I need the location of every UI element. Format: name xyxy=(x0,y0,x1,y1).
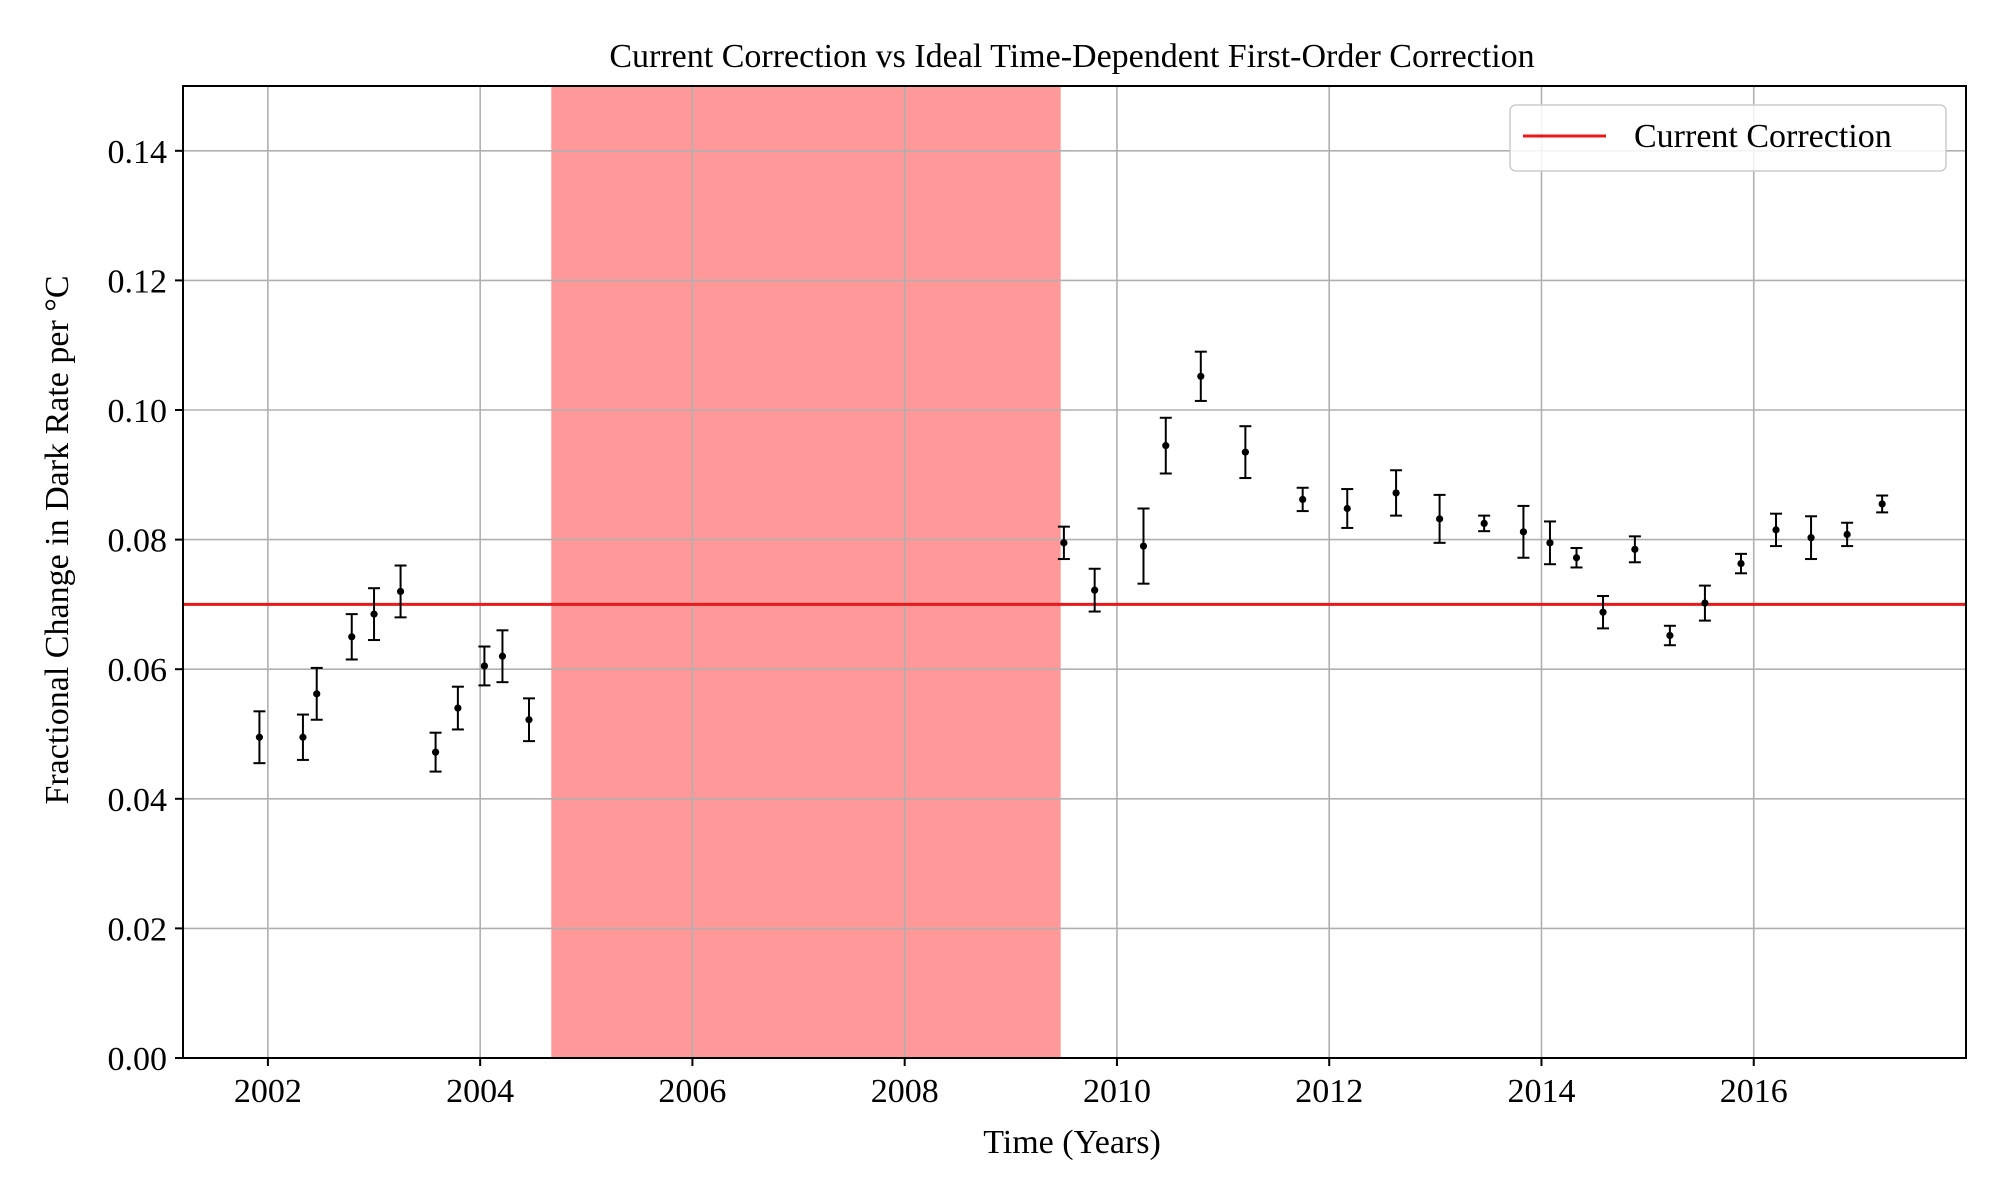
data-point xyxy=(1663,624,1676,647)
data-point xyxy=(1543,520,1556,566)
y-tick-label: 0.12 xyxy=(108,263,168,300)
data-point xyxy=(310,666,323,721)
point-marker xyxy=(1807,534,1815,542)
shaded-region-layer xyxy=(551,86,1061,1058)
point-marker xyxy=(1343,504,1351,513)
x-axis-label: Time (Years) xyxy=(983,1124,1161,1161)
y-tick-label: 0.00 xyxy=(108,1041,168,1078)
point-marker xyxy=(1843,530,1851,539)
data-point xyxy=(1597,594,1610,630)
data-point xyxy=(253,710,266,765)
data-point xyxy=(1057,525,1070,561)
point-marker xyxy=(348,633,356,641)
point-marker xyxy=(1162,442,1170,450)
point-marker xyxy=(1701,599,1709,607)
y-tick-label: 0.14 xyxy=(108,134,168,171)
point-marker xyxy=(525,716,533,724)
data-point xyxy=(345,613,358,661)
point-marker xyxy=(1546,539,1554,547)
y-tick-label: 0.10 xyxy=(108,393,168,430)
point-marker xyxy=(1599,608,1607,616)
point-marker xyxy=(396,587,405,596)
x-tick-label: 2012 xyxy=(1295,1073,1363,1110)
x-tick-label: 2006 xyxy=(658,1073,726,1110)
data-point xyxy=(522,697,535,743)
data-point xyxy=(1194,350,1207,402)
x-tick-label: 2014 xyxy=(1507,1073,1575,1110)
point-marker xyxy=(1572,554,1581,562)
x-tick-label: 2008 xyxy=(871,1073,939,1110)
point-marker xyxy=(454,704,462,712)
point-marker xyxy=(1241,448,1249,456)
point-marker xyxy=(1519,528,1528,536)
data-point xyxy=(1159,416,1172,475)
x-tick-label: 2002 xyxy=(234,1073,302,1110)
point-marker xyxy=(1392,489,1400,497)
data-point xyxy=(1517,504,1530,559)
point-marker xyxy=(480,662,489,670)
point-marker xyxy=(1772,526,1780,534)
legend-label-current-correction: Current Correction xyxy=(1634,118,1892,155)
data-point xyxy=(496,629,509,684)
data-point xyxy=(1628,535,1641,564)
point-marker xyxy=(313,690,321,698)
data-point xyxy=(1698,584,1711,622)
point-marker xyxy=(1666,631,1674,640)
point-marker xyxy=(1435,515,1444,523)
data-point xyxy=(1341,488,1354,529)
data-point xyxy=(1770,512,1783,548)
point-marker xyxy=(299,733,307,741)
point-marker xyxy=(1139,542,1148,550)
shaded-region xyxy=(551,86,1061,1058)
data-point xyxy=(1478,514,1491,533)
point-marker xyxy=(1480,519,1488,528)
data-point xyxy=(1390,469,1403,517)
y-axis-label: Fractional Change in Dark Rate per °C xyxy=(39,275,76,804)
data-point xyxy=(1876,494,1889,514)
point-marker xyxy=(1737,559,1745,568)
y-tick-label: 0.06 xyxy=(108,652,168,689)
data-point xyxy=(429,731,442,773)
data-point xyxy=(368,587,381,642)
data-point xyxy=(1239,425,1252,480)
point-marker xyxy=(1631,545,1639,553)
point-marker xyxy=(1091,586,1099,594)
data-point xyxy=(1088,567,1101,613)
y-tick-label: 0.04 xyxy=(108,782,168,819)
x-tick-label: 2016 xyxy=(1720,1073,1788,1110)
data-point xyxy=(1433,493,1446,544)
x-tick-label: 2010 xyxy=(1083,1073,1151,1110)
y-tick-label: 0.08 xyxy=(108,523,168,560)
legend: Current Correction xyxy=(1509,104,1947,172)
point-marker xyxy=(255,733,264,741)
data-point xyxy=(1805,515,1818,561)
point-marker xyxy=(1299,495,1307,504)
data-point xyxy=(451,685,464,731)
data-point xyxy=(1137,507,1150,585)
data-point xyxy=(296,713,309,761)
point-marker xyxy=(1197,372,1205,380)
plot-frame xyxy=(182,85,1967,1059)
data-point xyxy=(478,645,491,687)
x-tick-label: 2004 xyxy=(446,1073,514,1110)
data-point xyxy=(1735,552,1748,575)
chart-title: Current Correction vs Ideal Time-Depende… xyxy=(609,38,1534,75)
legend-box xyxy=(1509,104,1947,172)
data-point xyxy=(394,564,407,619)
data-point xyxy=(1570,547,1583,569)
point-marker xyxy=(498,652,507,660)
data-point xyxy=(1296,486,1309,513)
tick-labels-layer: 2002 2004 2006 2008 2010 2012 2014 2016 0.00 0.02… xyxy=(108,134,1788,1110)
y-tick-label: 0.02 xyxy=(108,911,168,948)
point-marker xyxy=(1878,500,1886,508)
point-marker xyxy=(370,610,378,618)
data-point xyxy=(1841,521,1854,548)
point-marker xyxy=(431,748,440,756)
point-marker xyxy=(1060,539,1068,547)
axes-layer xyxy=(175,85,1967,1066)
data-points-layer xyxy=(253,350,1889,773)
